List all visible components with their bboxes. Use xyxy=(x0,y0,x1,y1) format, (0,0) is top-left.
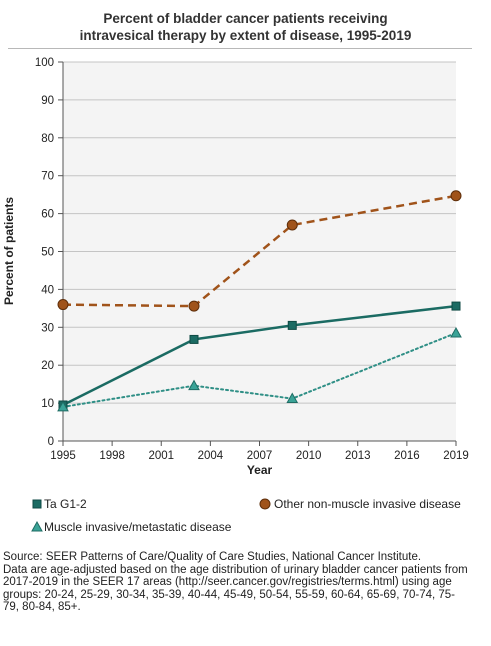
x-tick-label: 2013 xyxy=(345,450,371,462)
triangle-marker-icon xyxy=(31,521,43,532)
legend-label-other-non-muscle: Other non-muscle invasive disease xyxy=(274,497,461,511)
y-axis-label: Percent of patients xyxy=(2,197,16,305)
footnote-line: Data are age-adjusted based on the age d… xyxy=(3,563,468,576)
x-tick-label: 2004 xyxy=(198,450,224,462)
footnote-line: groups: 20-24, 25-29, 30-34, 35-39, 40-4… xyxy=(3,588,456,601)
chart-title: Percent of bladder cancer patients recei… xyxy=(0,10,491,44)
series-markers xyxy=(57,190,462,412)
data-point-circle xyxy=(188,300,200,312)
data-point-triangle xyxy=(57,400,69,412)
x-axis-label: Year xyxy=(247,463,273,477)
x-tick-label: 2010 xyxy=(296,450,322,462)
data-point-circle xyxy=(57,299,69,311)
series-lines xyxy=(62,194,457,408)
circle-marker-icon xyxy=(259,498,271,510)
series-line-circle xyxy=(62,194,457,308)
y-tick-label: 70 xyxy=(41,171,54,183)
y-tick-label: 30 xyxy=(41,322,54,334)
footnote-line: 79, 80-84, 85+. xyxy=(3,601,81,614)
x-tick-label: 2016 xyxy=(394,450,420,462)
data-point-square xyxy=(287,320,297,330)
source-footnote: Source: SEER Patterns of Care/Quality of… xyxy=(3,551,487,614)
axes: 0 10 20 30 40 50 60 70 80 90 100 1995 1998 2001 2004 20… xyxy=(35,57,469,462)
x-tick-label: 1998 xyxy=(99,450,125,462)
y-tick-label: 0 xyxy=(48,436,54,448)
y-tick-label: 40 xyxy=(41,284,54,296)
data-point-circle xyxy=(286,219,298,231)
y-tick-label: 90 xyxy=(41,95,54,107)
y-tick-label: 100 xyxy=(35,57,54,69)
legend-label-muscle-invasive: Muscle invasive/metastatic disease xyxy=(44,520,232,534)
title-divider xyxy=(8,48,472,49)
chart-title-line-2: intravesical therapy by extent of diseas… xyxy=(79,28,412,43)
x-tick-label: 1995 xyxy=(50,450,76,462)
y-tick-label: 10 xyxy=(41,398,54,410)
data-point-square xyxy=(189,334,199,344)
x-tick-label: 2019 xyxy=(443,450,469,462)
x-tick-label: 2001 xyxy=(148,450,174,462)
y-tick-label: 80 xyxy=(41,133,54,145)
footnote-line: Source: SEER Patterns of Care/Quality of… xyxy=(3,551,422,563)
square-marker-icon xyxy=(32,499,42,509)
gridlines xyxy=(63,61,456,442)
footnote-line: 2017-2019 in the SEER 17 areas (http://s… xyxy=(3,576,452,589)
legend-label-ta-g1-2: Ta G1-2 xyxy=(44,497,87,511)
data-point-triangle xyxy=(286,392,299,404)
x-tick-label: 2007 xyxy=(247,450,273,462)
y-tick-label: 50 xyxy=(41,247,54,259)
data-point-triangle xyxy=(188,379,200,391)
data-point-circle xyxy=(450,190,462,202)
data-point-triangle xyxy=(450,326,462,338)
y-tick-label: 20 xyxy=(41,360,54,372)
series-line-triangle xyxy=(62,332,457,408)
data-point-square xyxy=(451,301,461,311)
chart-title-line-1: Percent of bladder cancer patients recei… xyxy=(103,11,388,26)
series-line-square xyxy=(62,304,457,407)
y-tick-label: 60 xyxy=(41,209,54,221)
